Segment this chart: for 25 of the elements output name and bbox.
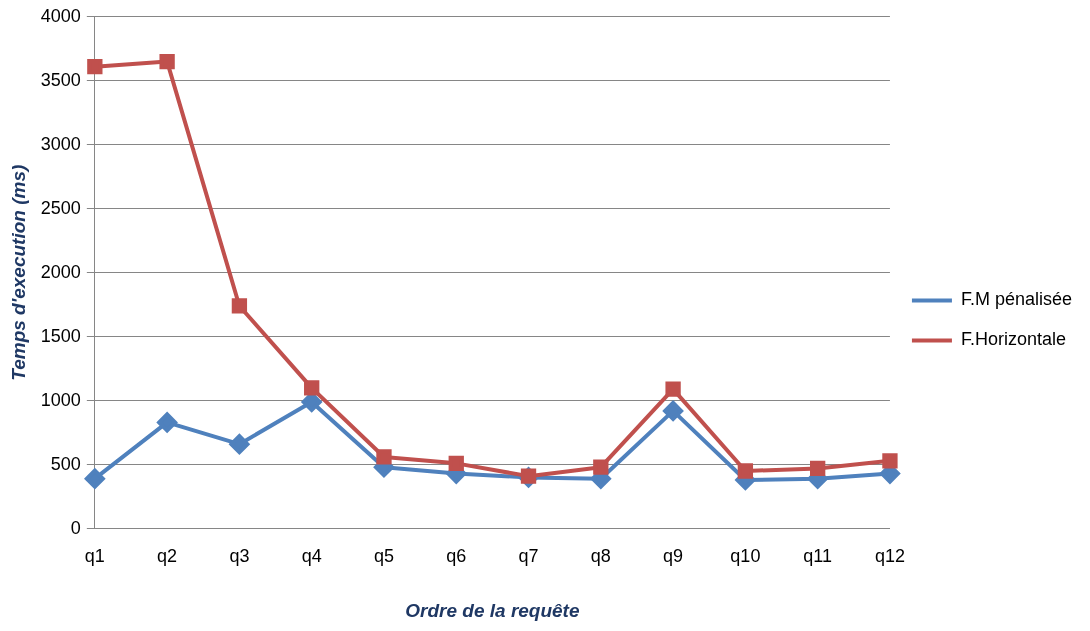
x-tick-label: q10 <box>730 546 761 567</box>
x-tick-label: q1 <box>84 546 105 567</box>
x-tick-label: q4 <box>301 546 322 567</box>
y-tick-label: 1000 <box>40 389 81 410</box>
x-tick-label: q2 <box>157 546 178 567</box>
x-tick-label: q7 <box>518 546 539 567</box>
y-tick-label: 3000 <box>40 133 81 154</box>
x-tick-label: q6 <box>446 546 467 567</box>
y-tick-label: 1500 <box>40 325 81 346</box>
x-tick-label: q11 <box>803 546 833 567</box>
y-tick-label: 2500 <box>40 197 81 218</box>
y-tick-label: 4000 <box>40 5 81 26</box>
x-tick-label: q5 <box>373 546 394 567</box>
y-axis-title: Temps d'execution (ms) <box>7 164 29 381</box>
y-tick-label: 3500 <box>40 69 81 90</box>
legend-label: F.Horizontale <box>960 329 1066 350</box>
x-tick-label: q8 <box>590 546 611 567</box>
y-tick-label: 2000 <box>40 261 81 282</box>
x-tick-label: q12 <box>874 546 905 567</box>
legend-label: F.M pénalisée <box>960 289 1072 310</box>
x-axis-title: Ordre de la requête <box>405 599 580 621</box>
x-tick-label: q9 <box>663 546 684 567</box>
x-tick-label: q3 <box>229 546 250 567</box>
y-tick-label: 0 <box>70 517 81 538</box>
y-tick-label: 500 <box>50 453 81 474</box>
